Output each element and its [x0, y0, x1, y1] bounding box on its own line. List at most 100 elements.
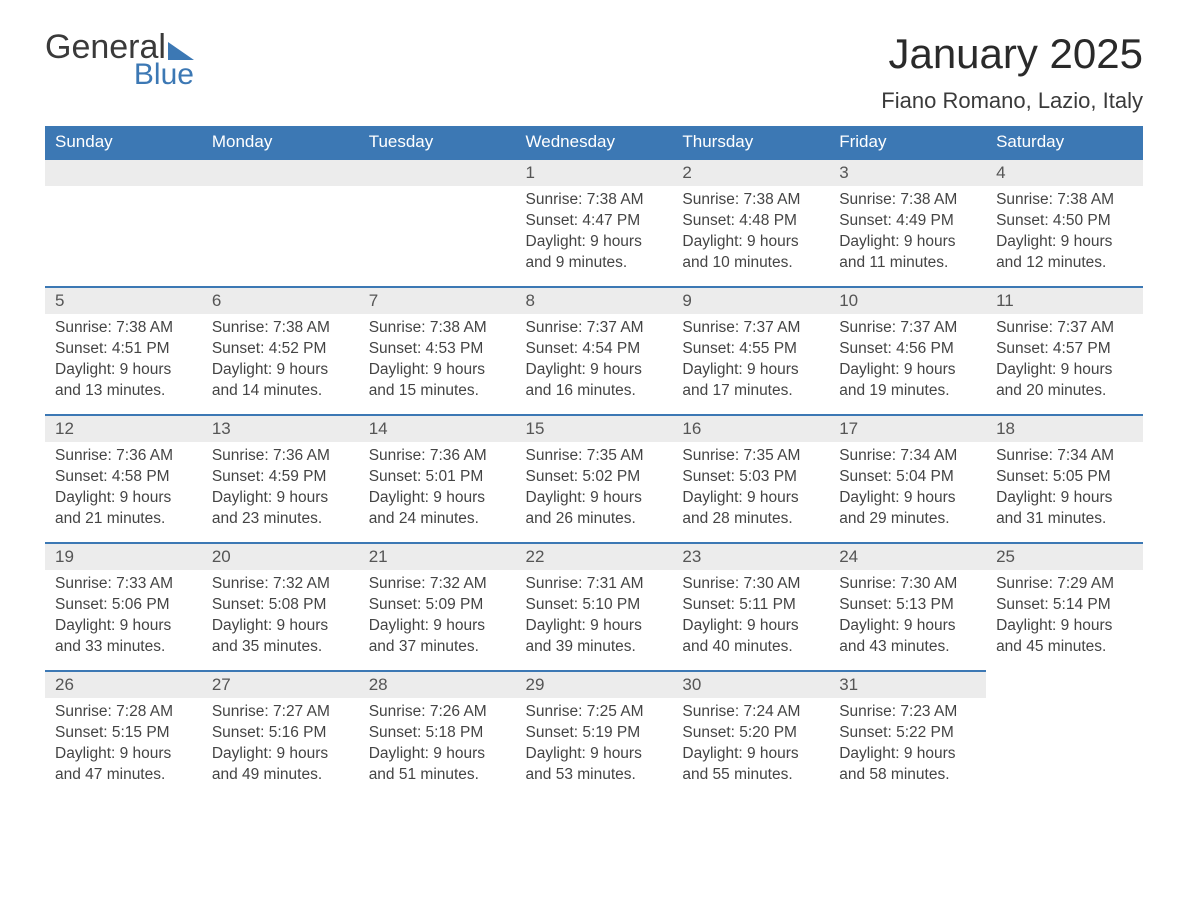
- sunset-text: Sunset: 5:19 PM: [526, 723, 663, 744]
- day-body: Sunrise: 7:34 AMSunset: 5:04 PMDaylight:…: [829, 442, 986, 540]
- day-body: Sunrise: 7:38 AMSunset: 4:49 PMDaylight:…: [829, 186, 986, 284]
- day-body: Sunrise: 7:38 AMSunset: 4:51 PMDaylight:…: [45, 314, 202, 412]
- sunset-text: Sunset: 5:08 PM: [212, 595, 349, 616]
- day-number-bar-empty: [45, 158, 202, 186]
- sunset-text: Sunset: 4:50 PM: [996, 211, 1133, 232]
- day-number: 12: [45, 414, 202, 442]
- day-body: Sunrise: 7:38 AMSunset: 4:50 PMDaylight:…: [986, 186, 1143, 284]
- day-body: Sunrise: 7:38 AMSunset: 4:52 PMDaylight:…: [202, 314, 359, 412]
- daylight-text: Daylight: 9 hours and 26 minutes.: [526, 488, 663, 530]
- calendar-day-cell: 28Sunrise: 7:26 AMSunset: 5:18 PMDayligh…: [359, 670, 516, 798]
- daylight-text: Daylight: 9 hours and 49 minutes.: [212, 744, 349, 786]
- sunset-text: Sunset: 5:11 PM: [682, 595, 819, 616]
- page-header: General Blue January 2025 Fiano Romano, …: [45, 30, 1143, 114]
- day-body: Sunrise: 7:36 AMSunset: 4:59 PMDaylight:…: [202, 442, 359, 540]
- day-body: Sunrise: 7:38 AMSunset: 4:47 PMDaylight:…: [516, 186, 673, 284]
- sunset-text: Sunset: 5:20 PM: [682, 723, 819, 744]
- day-number: 11: [986, 286, 1143, 314]
- day-body: Sunrise: 7:38 AMSunset: 4:48 PMDaylight:…: [672, 186, 829, 284]
- sunset-text: Sunset: 4:56 PM: [839, 339, 976, 360]
- day-body: Sunrise: 7:37 AMSunset: 4:57 PMDaylight:…: [986, 314, 1143, 412]
- day-number: 23: [672, 542, 829, 570]
- sunrise-text: Sunrise: 7:27 AM: [212, 702, 349, 723]
- calendar-day-cell: 9Sunrise: 7:37 AMSunset: 4:55 PMDaylight…: [672, 286, 829, 414]
- day-number: 13: [202, 414, 359, 442]
- daylight-text: Daylight: 9 hours and 10 minutes.: [682, 232, 819, 274]
- sunset-text: Sunset: 5:15 PM: [55, 723, 192, 744]
- weekday-header: Monday: [202, 126, 359, 158]
- daylight-text: Daylight: 9 hours and 13 minutes.: [55, 360, 192, 402]
- calendar-day-cell: 22Sunrise: 7:31 AMSunset: 5:10 PMDayligh…: [516, 542, 673, 670]
- calendar-day-cell: 21Sunrise: 7:32 AMSunset: 5:09 PMDayligh…: [359, 542, 516, 670]
- day-number: 2: [672, 158, 829, 186]
- day-body: Sunrise: 7:31 AMSunset: 5:10 PMDaylight:…: [516, 570, 673, 668]
- calendar-day-cell: 27Sunrise: 7:27 AMSunset: 5:16 PMDayligh…: [202, 670, 359, 798]
- sunset-text: Sunset: 5:13 PM: [839, 595, 976, 616]
- calendar-day-cell: 4Sunrise: 7:38 AMSunset: 4:50 PMDaylight…: [986, 158, 1143, 286]
- day-body: Sunrise: 7:32 AMSunset: 5:08 PMDaylight:…: [202, 570, 359, 668]
- daylight-text: Daylight: 9 hours and 47 minutes.: [55, 744, 192, 786]
- day-number: 14: [359, 414, 516, 442]
- sunset-text: Sunset: 5:06 PM: [55, 595, 192, 616]
- day-number: 31: [829, 670, 986, 698]
- sunrise-text: Sunrise: 7:32 AM: [212, 574, 349, 595]
- daylight-text: Daylight: 9 hours and 51 minutes.: [369, 744, 506, 786]
- day-number: 9: [672, 286, 829, 314]
- day-number: 10: [829, 286, 986, 314]
- calendar-day-cell: 5Sunrise: 7:38 AMSunset: 4:51 PMDaylight…: [45, 286, 202, 414]
- sunrise-text: Sunrise: 7:28 AM: [55, 702, 192, 723]
- sunrise-text: Sunrise: 7:37 AM: [996, 318, 1133, 339]
- day-number: 4: [986, 158, 1143, 186]
- day-number: 15: [516, 414, 673, 442]
- daylight-text: Daylight: 9 hours and 11 minutes.: [839, 232, 976, 274]
- day-number-bar-empty: [202, 158, 359, 186]
- sunrise-text: Sunrise: 7:36 AM: [212, 446, 349, 467]
- calendar-day-cell: 15Sunrise: 7:35 AMSunset: 5:02 PMDayligh…: [516, 414, 673, 542]
- day-body: Sunrise: 7:37 AMSunset: 4:56 PMDaylight:…: [829, 314, 986, 412]
- calendar-day-cell: 10Sunrise: 7:37 AMSunset: 4:56 PMDayligh…: [829, 286, 986, 414]
- sunset-text: Sunset: 4:48 PM: [682, 211, 819, 232]
- daylight-text: Daylight: 9 hours and 24 minutes.: [369, 488, 506, 530]
- daylight-text: Daylight: 9 hours and 12 minutes.: [996, 232, 1133, 274]
- daylight-text: Daylight: 9 hours and 31 minutes.: [996, 488, 1133, 530]
- sunset-text: Sunset: 5:03 PM: [682, 467, 819, 488]
- logo-line1-row: General: [45, 30, 194, 64]
- title-block: January 2025 Fiano Romano, Lazio, Italy: [881, 30, 1143, 114]
- daylight-text: Daylight: 9 hours and 43 minutes.: [839, 616, 976, 658]
- calendar-day-cell: 11Sunrise: 7:37 AMSunset: 4:57 PMDayligh…: [986, 286, 1143, 414]
- calendar-day-cell: 30Sunrise: 7:24 AMSunset: 5:20 PMDayligh…: [672, 670, 829, 798]
- daylight-text: Daylight: 9 hours and 20 minutes.: [996, 360, 1133, 402]
- sunset-text: Sunset: 5:18 PM: [369, 723, 506, 744]
- calendar-week-row: 26Sunrise: 7:28 AMSunset: 5:15 PMDayligh…: [45, 670, 1143, 798]
- sunrise-text: Sunrise: 7:38 AM: [526, 190, 663, 211]
- day-body: Sunrise: 7:27 AMSunset: 5:16 PMDaylight:…: [202, 698, 359, 796]
- day-number: 1: [516, 158, 673, 186]
- day-body: Sunrise: 7:36 AMSunset: 5:01 PMDaylight:…: [359, 442, 516, 540]
- calendar-day-cell: 25Sunrise: 7:29 AMSunset: 5:14 PMDayligh…: [986, 542, 1143, 670]
- day-number: 7: [359, 286, 516, 314]
- sunset-text: Sunset: 4:57 PM: [996, 339, 1133, 360]
- sunrise-text: Sunrise: 7:37 AM: [682, 318, 819, 339]
- daylight-text: Daylight: 9 hours and 17 minutes.: [682, 360, 819, 402]
- daylight-text: Daylight: 9 hours and 58 minutes.: [839, 744, 976, 786]
- month-title: January 2025: [881, 30, 1143, 78]
- day-number: 8: [516, 286, 673, 314]
- sunset-text: Sunset: 5:09 PM: [369, 595, 506, 616]
- day-number: 19: [45, 542, 202, 570]
- sunrise-text: Sunrise: 7:31 AM: [526, 574, 663, 595]
- sunrise-text: Sunrise: 7:30 AM: [839, 574, 976, 595]
- daylight-text: Daylight: 9 hours and 14 minutes.: [212, 360, 349, 402]
- sunrise-text: Sunrise: 7:34 AM: [996, 446, 1133, 467]
- sunrise-text: Sunrise: 7:24 AM: [682, 702, 819, 723]
- weekday-header: Friday: [829, 126, 986, 158]
- day-number: 6: [202, 286, 359, 314]
- daylight-text: Daylight: 9 hours and 39 minutes.: [526, 616, 663, 658]
- day-number: 3: [829, 158, 986, 186]
- sunset-text: Sunset: 4:58 PM: [55, 467, 192, 488]
- day-number: 20: [202, 542, 359, 570]
- calendar-day-cell: 24Sunrise: 7:30 AMSunset: 5:13 PMDayligh…: [829, 542, 986, 670]
- calendar-day-cell: 3Sunrise: 7:38 AMSunset: 4:49 PMDaylight…: [829, 158, 986, 286]
- sunrise-text: Sunrise: 7:33 AM: [55, 574, 192, 595]
- day-body: Sunrise: 7:32 AMSunset: 5:09 PMDaylight:…: [359, 570, 516, 668]
- day-body: Sunrise: 7:28 AMSunset: 5:15 PMDaylight:…: [45, 698, 202, 796]
